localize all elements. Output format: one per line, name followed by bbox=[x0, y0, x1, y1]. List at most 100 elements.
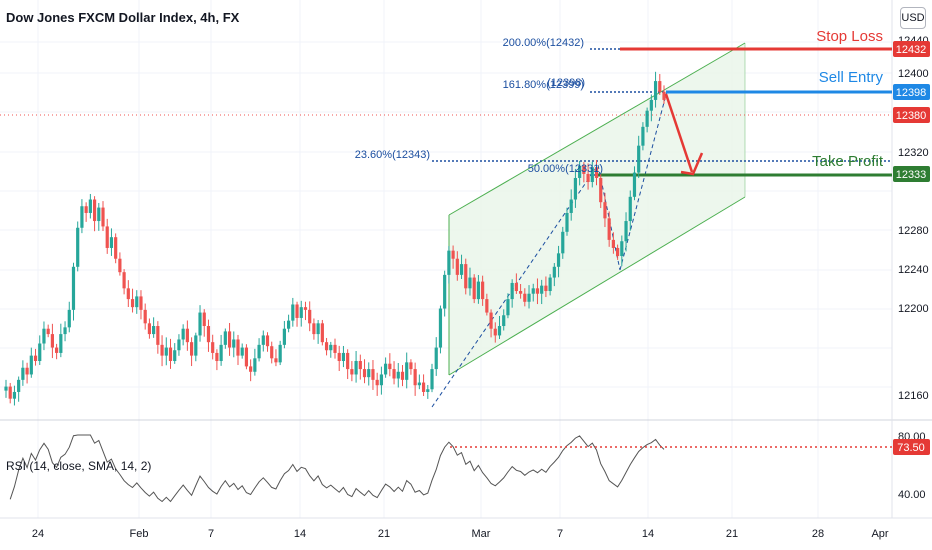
price-badge-current: 12380 bbox=[893, 107, 930, 123]
candle-body bbox=[211, 342, 215, 353]
channel-fill bbox=[449, 43, 745, 375]
candle-body bbox=[29, 355, 33, 375]
candle-body bbox=[620, 241, 624, 257]
candle-body bbox=[409, 362, 413, 370]
candle-body bbox=[4, 386, 8, 391]
candle-body bbox=[160, 344, 164, 356]
candle-body bbox=[236, 339, 240, 356]
candle-body bbox=[21, 367, 25, 380]
candle-body bbox=[278, 344, 282, 363]
x-tick: 21 bbox=[726, 528, 738, 540]
candle-body bbox=[523, 293, 527, 302]
price-badge-profit: 12333 bbox=[893, 166, 930, 182]
candle-body bbox=[417, 382, 421, 386]
candle-body bbox=[485, 299, 489, 313]
candle-body bbox=[502, 315, 506, 327]
candle-body bbox=[540, 285, 544, 294]
candle-body bbox=[443, 274, 447, 309]
candle-body bbox=[152, 326, 156, 335]
x-tick: Feb bbox=[130, 528, 149, 540]
candle-body bbox=[316, 323, 320, 335]
candle-body bbox=[405, 362, 409, 380]
candle-body bbox=[333, 344, 337, 353]
candle-body bbox=[594, 167, 599, 178]
candle-body bbox=[25, 367, 29, 375]
candle-body bbox=[637, 145, 641, 173]
candle-body bbox=[63, 327, 67, 335]
candle-body bbox=[396, 371, 400, 379]
candle-body bbox=[518, 291, 523, 294]
candle-body bbox=[114, 237, 118, 259]
candle-body bbox=[156, 326, 160, 345]
candle-body bbox=[253, 358, 257, 372]
candle-body bbox=[354, 361, 358, 375]
x-tick: Apr bbox=[871, 528, 888, 540]
candle-body bbox=[350, 369, 354, 375]
candle-body bbox=[624, 221, 628, 242]
x-tick: 24 bbox=[32, 528, 44, 540]
candle-body bbox=[506, 299, 510, 316]
candle-body bbox=[400, 371, 405, 380]
candle-body bbox=[147, 323, 152, 335]
svg-text:12432: 12432 bbox=[896, 44, 927, 56]
candle-body bbox=[510, 282, 514, 300]
candle-body bbox=[535, 288, 540, 294]
x-tick: 14 bbox=[294, 528, 306, 540]
candle-body bbox=[185, 328, 189, 343]
candle-body bbox=[628, 196, 632, 222]
candle-body bbox=[603, 202, 607, 219]
candle-body bbox=[632, 172, 637, 197]
candle-body bbox=[168, 347, 173, 362]
candle-body bbox=[493, 328, 497, 336]
candle-body bbox=[459, 264, 464, 275]
candle-body bbox=[607, 218, 611, 240]
rsi-tick: 40.00 bbox=[898, 489, 926, 501]
x-tick: 7 bbox=[208, 528, 214, 540]
candle-body bbox=[76, 227, 80, 267]
candle-body bbox=[586, 173, 590, 183]
candle-body bbox=[371, 369, 375, 380]
candle-body bbox=[80, 206, 84, 228]
currency-button[interactable]: USD bbox=[900, 7, 926, 29]
candle-body bbox=[198, 312, 202, 336]
candle-body bbox=[481, 281, 485, 300]
candle-body bbox=[641, 126, 645, 146]
candle-body bbox=[265, 335, 270, 347]
candle-body bbox=[392, 369, 396, 379]
take-profit-label: Take Profit bbox=[812, 153, 884, 170]
x-tick: 21 bbox=[378, 528, 390, 540]
candle-body bbox=[101, 207, 105, 227]
candle-body bbox=[130, 299, 135, 308]
candle-body bbox=[531, 288, 535, 294]
candle-body bbox=[97, 207, 101, 222]
candle-body bbox=[88, 199, 92, 213]
candle-body bbox=[189, 342, 194, 356]
candle-body bbox=[206, 326, 211, 343]
sell-entry-label: Sell Entry bbox=[819, 69, 884, 86]
candle-body bbox=[476, 281, 481, 300]
candle-body bbox=[388, 363, 392, 370]
candle-body bbox=[337, 352, 341, 362]
candle-body bbox=[8, 386, 12, 399]
candle-body bbox=[295, 304, 299, 318]
x-tick: 7 bbox=[557, 528, 563, 540]
candle-body bbox=[384, 363, 388, 375]
time-axis-ticks: 24 Feb 7 14 21 Mar 7 14 21 28 Apr bbox=[32, 528, 889, 540]
candle-body bbox=[653, 81, 658, 100]
candle-body bbox=[143, 309, 147, 324]
candle-body bbox=[616, 247, 620, 257]
candle-body bbox=[46, 328, 50, 335]
candle-body bbox=[55, 347, 59, 353]
candle-body bbox=[379, 374, 383, 386]
candle-body bbox=[270, 346, 274, 359]
fib-50-label: 50.00%(12331) bbox=[528, 163, 603, 175]
candle-body bbox=[468, 277, 472, 289]
candle-body bbox=[287, 320, 291, 329]
rsi-line bbox=[9, 434, 665, 503]
candle-body bbox=[177, 339, 181, 351]
candle-body bbox=[658, 81, 662, 92]
candle-body bbox=[308, 309, 312, 324]
x-tick: 14 bbox=[642, 528, 654, 540]
candle-body bbox=[17, 379, 21, 392]
